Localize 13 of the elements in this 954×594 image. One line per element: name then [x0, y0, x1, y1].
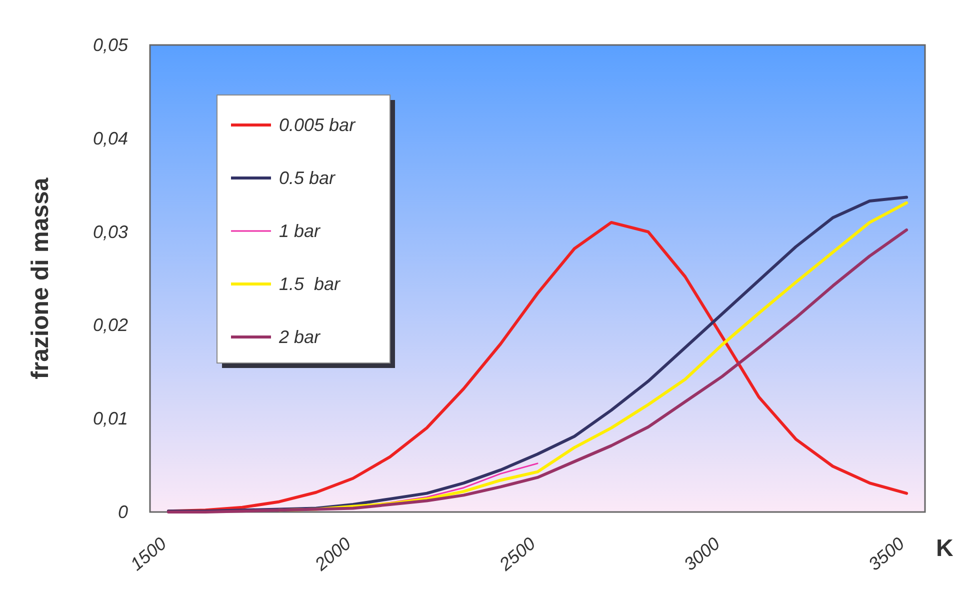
y-tick-label: 0,05 — [92, 35, 129, 55]
x-axis-title: K — [936, 535, 954, 562]
y-tick-label: 0,04 — [92, 128, 128, 148]
y-tick-label: 0 — [118, 502, 128, 522]
legend-label: 1.5 bar — [279, 274, 342, 294]
legend-label: 0.005 bar — [279, 115, 356, 135]
y-tick-label: 0,03 — [92, 222, 128, 242]
y-axis-title: frazione di massa — [27, 177, 54, 380]
legend-label: 1 bar — [279, 221, 322, 241]
y-tick-label: 0,02 — [92, 315, 128, 336]
legend-label: 0.5 bar — [279, 168, 336, 188]
legend-label: 2 bar — [278, 327, 322, 347]
y-tick-label: 0,01 — [92, 408, 128, 429]
